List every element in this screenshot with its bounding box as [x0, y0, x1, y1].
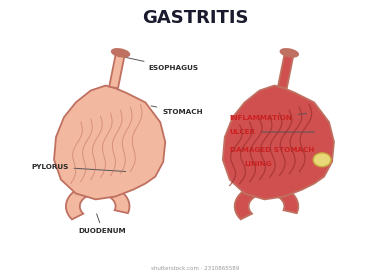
- Text: LINING: LINING: [245, 161, 272, 167]
- Polygon shape: [54, 86, 165, 199]
- Polygon shape: [278, 52, 294, 88]
- Ellipse shape: [280, 49, 298, 57]
- Text: ESOPHAGUS: ESOPHAGUS: [121, 57, 199, 71]
- Text: DUODENUM: DUODENUM: [79, 214, 126, 234]
- Text: STOMACH: STOMACH: [151, 106, 203, 115]
- Text: PYLORUS: PYLORUS: [31, 164, 126, 172]
- Text: INFLAMMATION: INFLAMMATION: [230, 114, 307, 121]
- Text: ULCER: ULCER: [230, 129, 314, 135]
- Text: DAMAGED STOMACH: DAMAGED STOMACH: [230, 147, 319, 154]
- Polygon shape: [235, 184, 298, 219]
- Ellipse shape: [313, 153, 331, 167]
- Polygon shape: [223, 86, 334, 199]
- Text: GASTRITIS: GASTRITIS: [142, 9, 248, 27]
- Polygon shape: [66, 184, 129, 219]
- Ellipse shape: [112, 49, 129, 57]
- Polygon shape: [109, 52, 125, 88]
- Text: shutterstock.com · 2310865589: shutterstock.com · 2310865589: [151, 266, 239, 271]
